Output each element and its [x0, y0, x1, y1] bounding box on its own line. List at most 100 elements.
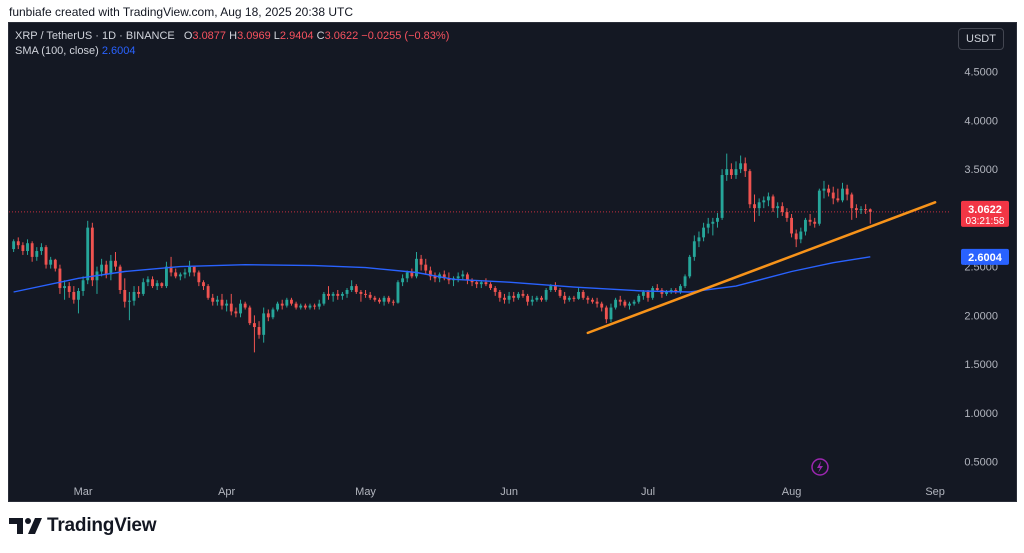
candle-body: [475, 282, 479, 285]
lightning-icon[interactable]: [811, 458, 829, 476]
candle-body: [132, 291, 136, 301]
candle-body: [188, 266, 192, 273]
trendline: [586, 201, 937, 335]
candle-body: [49, 259, 53, 265]
candle: [711, 217, 715, 236]
candle: [151, 276, 154, 289]
candle: [498, 290, 502, 302]
candle: [716, 213, 719, 228]
candle: [743, 157, 747, 177]
candle: [137, 286, 141, 298]
candle: [544, 288, 548, 302]
candle: [317, 299, 321, 310]
candle-body: [470, 280, 474, 283]
candle-body: [804, 219, 807, 232]
candle: [702, 222, 706, 242]
candle: [868, 208, 872, 224]
candle: [688, 254, 692, 279]
candle-body: [720, 175, 724, 218]
candle-body: [202, 282, 205, 287]
candle: [521, 290, 525, 298]
symbol-label[interactable]: XRP / TetherUS · 1D · BINANCE: [15, 30, 175, 42]
candle-body: [308, 305, 312, 308]
candle: [303, 303, 307, 310]
candle: [192, 266, 196, 277]
high-value: 3.0969: [237, 30, 271, 42]
candle: [118, 264, 122, 294]
candle: [206, 284, 210, 300]
candle: [211, 293, 215, 306]
candle: [475, 280, 479, 289]
candle: [465, 272, 469, 285]
candle: [817, 188, 821, 226]
sma-label[interactable]: SMA (100, close): [15, 45, 99, 57]
candle-body: [39, 247, 43, 252]
candle-body: [424, 264, 428, 271]
candle-body: [702, 227, 706, 238]
candle-body: [503, 297, 506, 300]
tradingview-logo-icon: [9, 518, 42, 534]
countdown-label: 03:21:58: [966, 216, 1005, 227]
candle: [836, 188, 840, 203]
candle: [12, 239, 16, 252]
candle: [188, 260, 192, 277]
candle: [507, 291, 511, 304]
candle: [618, 295, 622, 306]
chart-area[interactable]: 4.50004.00003.50003.00002.50002.00001.50…: [8, 22, 1017, 502]
candle-body: [354, 286, 358, 292]
candle-body: [428, 270, 432, 277]
candle-body: [665, 291, 668, 294]
candle: [262, 307, 266, 343]
candle-body: [461, 274, 465, 277]
candle: [739, 155, 743, 174]
candle-body: [572, 297, 576, 299]
x-tick-label: Mar: [74, 486, 93, 498]
candle: [804, 217, 807, 236]
x-tick-label: Jul: [641, 486, 655, 498]
candle-body: [498, 291, 502, 298]
candle: [104, 260, 108, 279]
price-chart[interactable]: 4.50004.00003.50003.00002.50002.00001.50…: [9, 23, 1017, 502]
candle-body: [790, 217, 793, 234]
candle-body: [651, 288, 655, 298]
candle-body: [479, 282, 483, 285]
candle: [401, 274, 405, 287]
chart-caption: funbiafe created with TradingView.com, A…: [9, 5, 353, 19]
candle: [530, 295, 534, 306]
tradingview-logo: TradingView: [9, 515, 157, 537]
candle-body: [753, 204, 756, 209]
candle: [234, 307, 238, 318]
candle: [827, 184, 831, 197]
candle-body: [243, 303, 247, 308]
candle: [373, 295, 377, 302]
candle-body: [359, 291, 363, 294]
candle-body: [280, 303, 284, 306]
candle-body: [252, 323, 256, 328]
candle: [382, 295, 386, 306]
candle-body: [234, 311, 238, 314]
candle-body: [618, 299, 622, 302]
candle-body: [313, 305, 317, 307]
candle: [266, 309, 270, 322]
open-label: O: [183, 30, 193, 42]
candle: [243, 301, 247, 310]
candle: [433, 272, 437, 283]
candle-body: [831, 192, 835, 199]
candle-body: [165, 266, 168, 287]
candle: [146, 276, 150, 287]
candle-body: [160, 283, 164, 287]
candle-body: [137, 291, 141, 294]
candle: [484, 278, 488, 287]
candle-body: [35, 251, 39, 257]
candle-body: [331, 293, 335, 296]
candle: [720, 169, 724, 220]
currency-button[interactable]: USDT: [958, 28, 1004, 50]
candle: [327, 286, 330, 300]
sma-legend-value: 2.6004: [101, 45, 136, 57]
y-tick-label: 3.5000: [964, 164, 998, 176]
candle-body: [317, 303, 321, 307]
candle-body: [262, 313, 266, 335]
candle: [58, 264, 62, 294]
candle: [563, 291, 567, 304]
candle-body: [595, 301, 599, 304]
